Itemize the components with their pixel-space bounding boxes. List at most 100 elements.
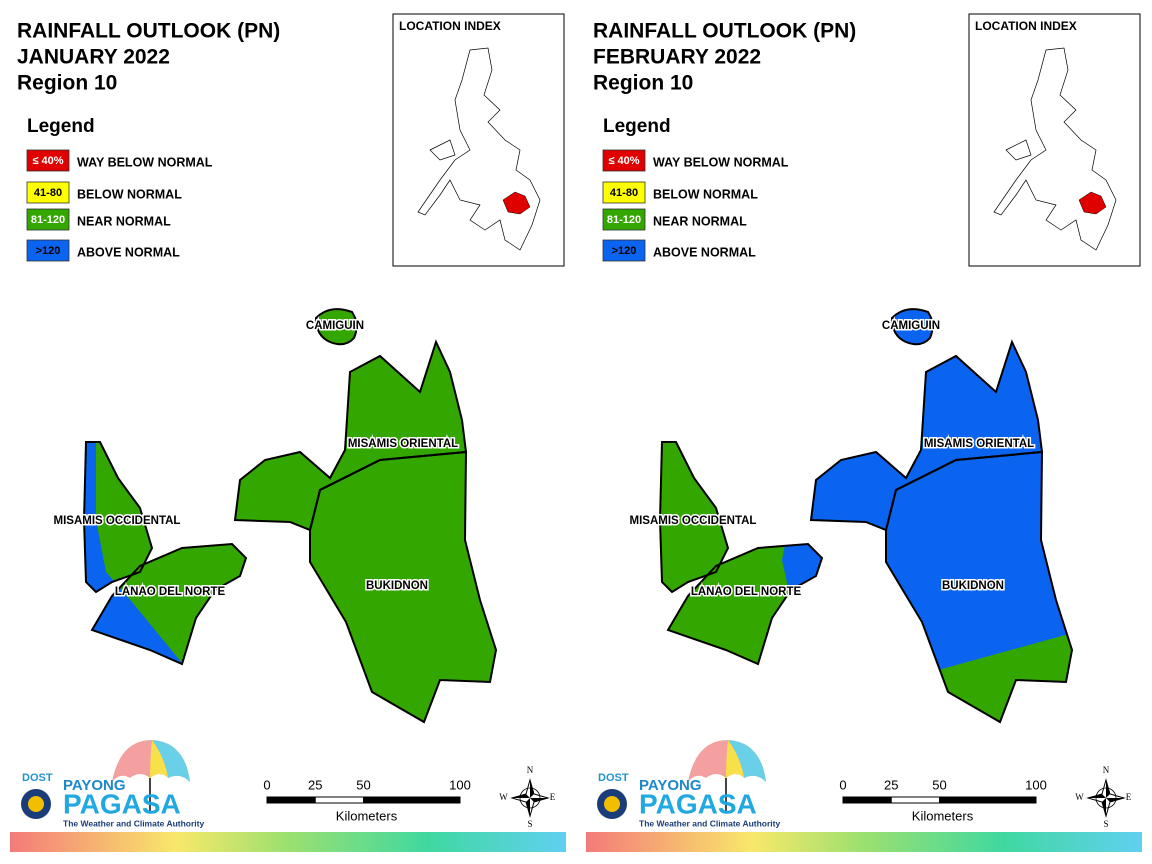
- legend-label: ABOVE NORMAL: [653, 245, 756, 259]
- legend-swatch-label: 81-120: [31, 214, 65, 226]
- legend-swatch-label: 41-80: [610, 187, 638, 199]
- compass-letter: N: [1103, 765, 1110, 775]
- province-label: MISAMIS OCCIDENTAL: [630, 515, 757, 527]
- legend-swatch-label: ≤ 40%: [32, 155, 63, 167]
- legend-swatch: [602, 149, 646, 172]
- legend-label: WAY BELOW NORMAL: [653, 155, 789, 169]
- region-highlight: [1078, 191, 1107, 215]
- umbrella-mid: [150, 740, 168, 778]
- logo-brand-top: PAYONG: [63, 777, 126, 794]
- scale-tick-label: 25: [884, 777, 898, 792]
- province-border: [666, 542, 824, 666]
- scale-segment: [363, 796, 461, 804]
- legend-swatch-label: >120: [36, 245, 61, 257]
- compass-letter: W: [1075, 792, 1084, 802]
- province-label: MISAMIS ORIENTAL: [348, 438, 458, 450]
- compass-letter: S: [527, 819, 532, 829]
- province-border: [314, 308, 358, 346]
- legend-swatch: [26, 239, 70, 262]
- title-line: JANUARY 2022: [17, 46, 170, 69]
- legend-swatch: [26, 149, 70, 172]
- logo-brand: PAGASA: [63, 788, 181, 819]
- legend-label: BELOW NORMAL: [653, 187, 758, 201]
- province-border: [309, 450, 498, 724]
- scale-tick-label: 0: [839, 777, 846, 792]
- umbrella-right: [728, 740, 766, 782]
- panel: RAINFALL OUTLOOK (PN) FEBRUARY 2022 Region…: [586, 13, 1142, 852]
- province-label: CAMIGUIN: [306, 320, 364, 332]
- umbrella-mid: [726, 740, 744, 778]
- compass-letter: E: [550, 792, 556, 802]
- scale-segment: [314, 796, 364, 804]
- legend-label: WAY BELOW NORMAL: [77, 155, 213, 169]
- province-border: [890, 308, 934, 346]
- province-area: [668, 544, 822, 664]
- logo-tagline: The Weather and Climate Authority: [639, 818, 780, 828]
- logo-seal-inner: [28, 796, 44, 812]
- panel: RAINFALL OUTLOOK (PN) JANUARY 2022 Region …: [10, 13, 566, 852]
- title-line: Region 10: [593, 72, 693, 95]
- province-area: [310, 452, 496, 722]
- legend-swatch: [26, 208, 70, 231]
- province-label: MISAMIS ORIENTAL: [924, 438, 1034, 450]
- scale-unit: Kilometers: [912, 808, 974, 823]
- scale-tick-label: 100: [1025, 777, 1047, 792]
- compass-rose-inner: [1088, 780, 1124, 816]
- legend-swatch-label: 81-120: [607, 214, 641, 226]
- legend-label: NEAR NORMAL: [653, 214, 747, 228]
- scale-tick-label: 100: [449, 777, 471, 792]
- compass-letter: N: [527, 765, 534, 775]
- rainfall-patch: [782, 544, 822, 600]
- region-highlight: [502, 191, 531, 215]
- province-area: [660, 442, 728, 592]
- province-label: BUKIDNON: [942, 580, 1004, 592]
- province-label: BUKIDNON: [366, 580, 428, 592]
- logo-seal-inner: [604, 796, 620, 812]
- province-area: [892, 309, 933, 345]
- compass-letter: E: [1126, 792, 1132, 802]
- scale-segment: [939, 796, 1037, 804]
- logo-tagline: The Weather and Climate Authority: [63, 818, 204, 828]
- province-border: [82, 441, 154, 594]
- legend-swatch: [602, 208, 646, 231]
- umbrella-right: [152, 740, 190, 782]
- color-strip: [586, 832, 1142, 852]
- province-area: [235, 342, 466, 530]
- province-label: LANAO DEL NORTE: [115, 586, 226, 598]
- legend-swatch: [602, 239, 646, 262]
- compass-rose-inner: [512, 780, 548, 816]
- scale-tick-label: 0: [263, 777, 270, 792]
- scale-segment: [842, 796, 892, 804]
- compass-ring: [1095, 787, 1117, 809]
- province-label: LANAO DEL NORTE: [691, 586, 802, 598]
- scale-segment: [266, 796, 316, 804]
- scale-tick-label: 25: [308, 777, 322, 792]
- title-line: FEBRUARY 2022: [593, 46, 761, 69]
- scale-tick-label: 50: [356, 777, 370, 792]
- legend-swatch-label: >120: [612, 245, 637, 257]
- title-line: Region 10: [17, 72, 117, 95]
- province-border: [90, 542, 248, 666]
- compass-ring: [519, 787, 541, 809]
- logo-agency: DOST: [598, 772, 629, 784]
- compass-letter: W: [499, 792, 508, 802]
- legend-swatch-label: 41-80: [34, 187, 62, 199]
- scale-tick-label: 50: [932, 777, 946, 792]
- logo-agency: DOST: [22, 772, 53, 784]
- scale-unit: Kilometers: [336, 808, 398, 823]
- color-strip: [10, 832, 566, 852]
- compass-letter: S: [1103, 819, 1108, 829]
- province-border: [885, 450, 1074, 724]
- logo-brand-top: PAYONG: [639, 777, 702, 794]
- location-index-title: LOCATION INDEX: [399, 19, 501, 33]
- legend-label: BELOW NORMAL: [77, 187, 182, 201]
- scale-segment: [890, 796, 940, 804]
- legend-label: NEAR NORMAL: [77, 214, 171, 228]
- province-border: [658, 441, 730, 594]
- province-label: CAMIGUIN: [882, 320, 940, 332]
- legend-swatch: [26, 181, 70, 204]
- legend-swatch: [602, 181, 646, 204]
- province-area: [811, 342, 1042, 530]
- legend-title: Legend: [27, 116, 95, 137]
